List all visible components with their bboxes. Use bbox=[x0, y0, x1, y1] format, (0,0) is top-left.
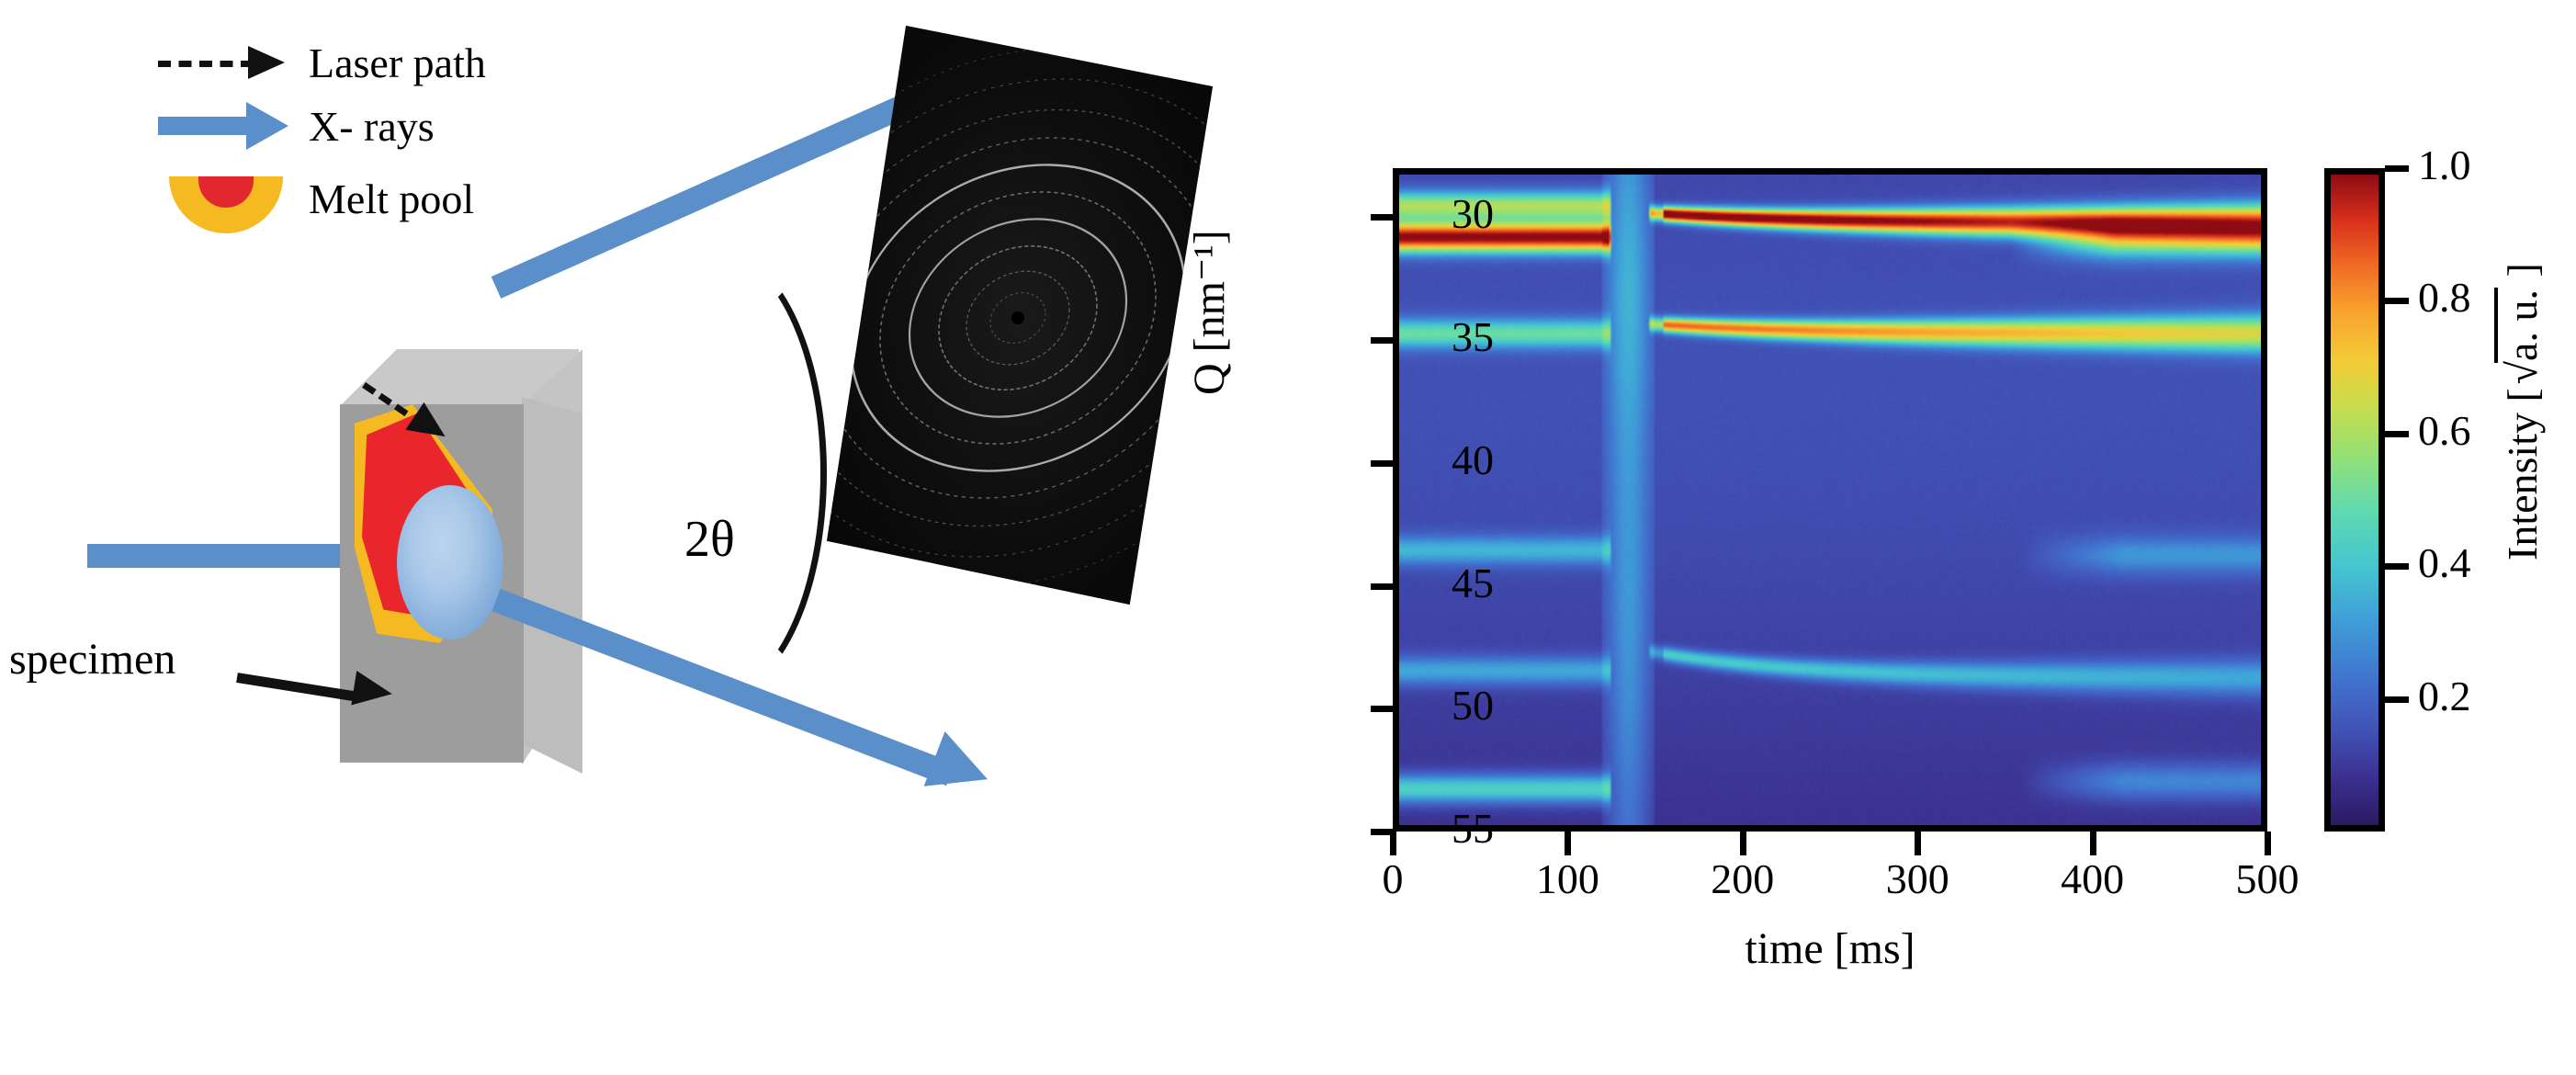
heatmap-plot-area bbox=[1393, 168, 2267, 832]
colorbar-tick-mark bbox=[2385, 696, 2409, 703]
blue-arrow-icon bbox=[156, 98, 294, 155]
y-tick-label: 30 bbox=[1374, 189, 1494, 238]
x-tick-mark bbox=[1565, 832, 1571, 855]
legend-item-melt-pool: Melt pool bbox=[156, 162, 486, 237]
legend-item-xrays: X- rays bbox=[156, 92, 486, 162]
x-axis-label: time [ms] bbox=[1393, 923, 2267, 974]
legend-item-laser-path: Laser path bbox=[156, 35, 486, 92]
colorbar-tick-mark bbox=[2385, 298, 2409, 304]
y-axis-label: Q [nm⁻¹] bbox=[1183, 230, 1235, 395]
colorbar-label: Intensity [√a. u. ] bbox=[2494, 263, 2547, 560]
legend-label-laser-path: Laser path bbox=[309, 42, 486, 85]
x-tick-label: 300 bbox=[1844, 854, 1991, 903]
colorbar-tick-label: 1.0 bbox=[2418, 141, 2528, 189]
two-theta-arc bbox=[606, 248, 827, 698]
colorbar-tick-mark bbox=[2385, 165, 2409, 172]
diffraction-heatmap-panel: Q [nm⁻¹] 30 35 40 45 50 55 0 100 200 300 400 500 t… bbox=[1194, 0, 2576, 1075]
legend-label-xrays: X- rays bbox=[309, 106, 435, 148]
x-tick-label: 400 bbox=[2019, 854, 2166, 903]
x-tick-mark bbox=[1915, 832, 1921, 855]
x-tick-label: 500 bbox=[2194, 854, 2341, 903]
x-tick-label: 200 bbox=[1669, 854, 1816, 903]
x-tick-mark bbox=[1740, 832, 1746, 855]
xray-beam-footprint bbox=[397, 485, 503, 639]
colorbar-tick-mark bbox=[2385, 563, 2409, 570]
colorbar-label-tail: ] bbox=[2499, 263, 2546, 288]
colorbar-tick-mark bbox=[2385, 431, 2409, 437]
colorbar-label-sqrt: a. u. bbox=[2494, 288, 2547, 363]
experimental-setup-schematic: Laser path X- rays Melt pool bbox=[0, 0, 1194, 1075]
two-theta-label: 2θ bbox=[684, 510, 735, 569]
specimen-label: specimen bbox=[9, 634, 175, 685]
sqrt-symbol-icon: √a. u. bbox=[2494, 288, 2547, 388]
y-tick-label: 50 bbox=[1374, 681, 1494, 730]
x-tick-mark bbox=[2090, 832, 2096, 855]
specimen-pointer-arrowhead-icon bbox=[351, 671, 394, 711]
x-tick-mark bbox=[1390, 832, 1396, 855]
y-tick-label: 40 bbox=[1374, 436, 1494, 484]
x-tick-label: 100 bbox=[1494, 854, 1641, 903]
heatmap-canvas bbox=[1399, 175, 2261, 825]
dashed-arrow-icon bbox=[156, 35, 294, 92]
y-tick-label: 35 bbox=[1374, 312, 1494, 361]
legend-label-melt-pool: Melt pool bbox=[309, 178, 474, 221]
x-tick-label: 0 bbox=[1319, 854, 1466, 903]
scattered-beam-lower-arrowhead-icon bbox=[924, 731, 999, 807]
figure-root: Laser path X- rays Melt pool bbox=[0, 0, 2576, 1075]
schematic-legend: Laser path X- rays Melt pool bbox=[156, 35, 486, 237]
colorbar-tick-label: 0.2 bbox=[2418, 672, 2528, 720]
colorbar bbox=[2324, 168, 2385, 832]
y-tick-label: 45 bbox=[1374, 559, 1494, 607]
melt-pool-icon bbox=[156, 171, 294, 228]
x-tick-mark bbox=[2265, 832, 2271, 855]
plate-side-face-shadow bbox=[522, 397, 582, 774]
colorbar-label-head: Intensity [ bbox=[2499, 388, 2546, 560]
